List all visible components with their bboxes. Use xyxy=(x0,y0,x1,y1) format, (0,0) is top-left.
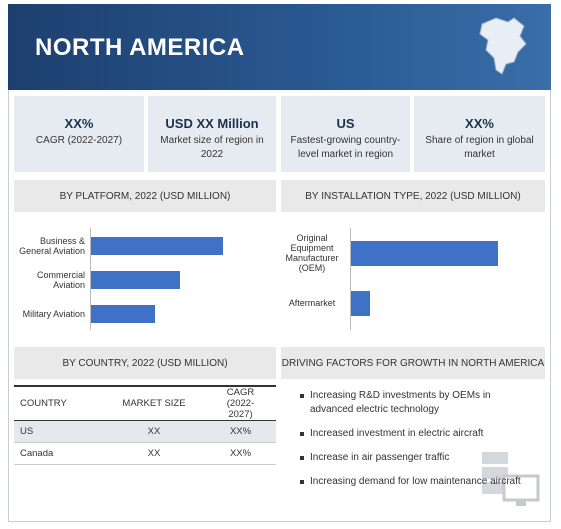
stat-card: XX% Share of region in global market xyxy=(414,96,545,172)
section-header: DRIVING FACTORS FOR GROWTH IN NORTH AMER… xyxy=(281,347,545,379)
stat-card: USD XX Million Market size of region in 2… xyxy=(148,96,276,172)
frame xyxy=(8,88,551,522)
bar xyxy=(91,305,155,323)
banner xyxy=(8,4,551,90)
table-row: Canada XX XX% xyxy=(14,443,276,465)
country-table: COUNTRY MARKET SIZE CAGR (2022-2027) US … xyxy=(14,385,276,465)
stat-value: US xyxy=(336,116,355,131)
header-cell: MARKET SIZE xyxy=(122,398,186,409)
header-cell: COUNTRY xyxy=(20,398,67,409)
category-label: Military Aviation xyxy=(22,309,85,319)
icon-part xyxy=(482,452,508,464)
icon-part xyxy=(516,500,526,506)
icon-part xyxy=(482,467,508,479)
section-header: BY INSTALLATION TYPE, 2022 (USD MILLION) xyxy=(281,180,545,212)
driver-item: Increasing demand for low maintenance ai… xyxy=(300,475,535,489)
cell: XX xyxy=(147,448,161,459)
category-label: Commercial Aviation xyxy=(36,270,85,290)
table-header: COUNTRY MARKET SIZE CAGR (2022-2027) xyxy=(14,386,276,421)
map-shape xyxy=(479,17,527,75)
cell: XX% xyxy=(229,426,252,437)
table-row: US XX XX% xyxy=(14,420,276,443)
bar xyxy=(91,237,223,255)
driver-item: Increased investment in electric aircraf… xyxy=(300,427,535,441)
stat-label: Share of region in global market xyxy=(425,135,534,160)
bar xyxy=(351,290,370,316)
chart: Business & General Aviation Commercial Av… xyxy=(14,215,276,340)
stat-value: XX% xyxy=(64,116,94,131)
bar xyxy=(91,271,180,289)
stat-value: USD XX Million xyxy=(165,116,259,131)
stat-value: XX% xyxy=(465,116,494,131)
cell: US xyxy=(20,426,34,437)
map-icon xyxy=(479,17,527,75)
category-label: Aftermarket xyxy=(288,298,336,308)
category-label: Original Equipment Manufacturer (OEM) xyxy=(285,233,339,273)
cell: XX xyxy=(147,426,161,437)
driver-item: Increase in air passenger traffic xyxy=(300,451,535,465)
chart: Original Equipment Manufacturer (OEM) Aft… xyxy=(281,215,545,340)
cell: XX% xyxy=(229,448,252,459)
axis-line xyxy=(90,228,91,330)
stat-label: CAGR (2022-2027) xyxy=(35,135,123,146)
stat-label: Fastest-growing country-level market in … xyxy=(290,135,401,160)
section-header: BY COUNTRY, 2022 (USD MILLION) xyxy=(14,347,276,379)
cell: Canada xyxy=(20,448,54,459)
bar xyxy=(351,240,498,266)
header-cell: CAGR (2022-2027) xyxy=(226,387,255,420)
title: NORTH AMERICA xyxy=(35,34,245,61)
stat-label: Market size of region in 2022 xyxy=(160,135,264,160)
category-label: Business & General Aviation xyxy=(19,236,85,256)
server-icon xyxy=(482,452,540,506)
driver-item: Increasing R&D investments by OEMs in ad… xyxy=(300,389,535,417)
section-header: BY PLATFORM, 2022 (USD MILLION) xyxy=(14,180,276,212)
stat-card: XX% CAGR (2022-2027) xyxy=(14,96,144,172)
stat-card: US Fastest-growing country-level market i… xyxy=(281,96,410,172)
axis-line xyxy=(350,228,351,330)
icon-part xyxy=(482,482,508,494)
